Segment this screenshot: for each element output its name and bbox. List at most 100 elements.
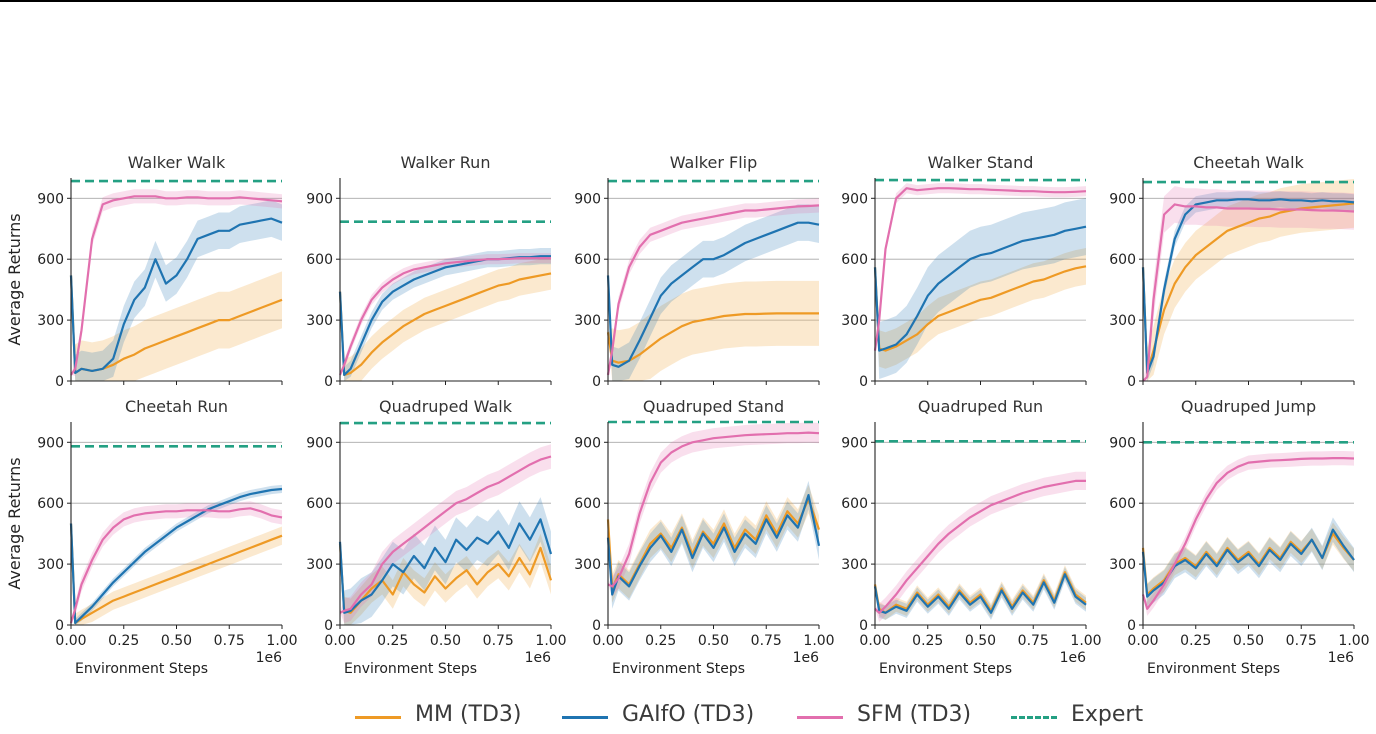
top-rule (0, 0, 1376, 2)
x-tick-label: 0.25 (645, 633, 676, 649)
legend: MM (TD3) GAIfO (TD3) SFM (TD3) Expert (0, 700, 1376, 734)
x-tick-label: 1.00 (1070, 633, 1101, 649)
y-tick-label: 0 (55, 618, 64, 634)
subplot-0: 0 300 600 900 Walker Walk Average Returns (5, 153, 283, 390)
legend-label-mm: MM (TD3) (415, 702, 522, 727)
y-tick-label: 900 (841, 435, 868, 451)
y-tick-label: 900 (306, 435, 333, 451)
x-tick-label: 0.50 (161, 633, 192, 649)
y-tick-label: 900 (1109, 435, 1136, 451)
x-tick-label: 0.75 (483, 633, 514, 649)
y-tick-label: 0 (1127, 618, 1136, 634)
x-tick-label: 0.25 (108, 633, 139, 649)
x-tick-label: 0.75 (214, 633, 245, 649)
subplot-title: Quadruped Run (918, 397, 1043, 416)
y-tick-label: 900 (841, 191, 868, 207)
band-mm (340, 257, 551, 381)
band-mm (1143, 179, 1354, 381)
band-mm (340, 533, 551, 625)
y-tick-label: 300 (306, 313, 333, 329)
band-mm (875, 248, 1086, 369)
y-tick-label: 300 (574, 557, 601, 573)
y-tick-label: 900 (306, 191, 333, 207)
x-tick-label: 0.75 (1286, 633, 1317, 649)
line-mm (1141, 202, 1355, 374)
x-tick-label: 0.75 (1018, 633, 1049, 649)
subplot-2: 0 300 600 900 Walker Flip (574, 153, 820, 390)
line-sfm (70, 195, 283, 376)
legend-swatch-mm (355, 716, 401, 719)
y-tick-label: 600 (306, 252, 333, 268)
x-axis-label: Environment Steps (612, 661, 745, 677)
subplot-3: 0 300 600 900 Walker Stand (841, 153, 1087, 390)
subplot-9: 0 300 600 900 0.00 0.25 0.50 0.75 1.00 Quadruped … (1109, 397, 1369, 677)
line-sfm (607, 431, 820, 588)
x-tick-label: 0.50 (430, 633, 461, 649)
y-tick-label: 900 (37, 191, 64, 207)
x-tick-label: 0.50 (965, 633, 996, 649)
y-tick-label: 600 (574, 496, 601, 512)
y-tick-label: 600 (1109, 496, 1136, 512)
x-tick-label: 0.25 (377, 633, 408, 649)
x-tick-label: 1.00 (803, 633, 834, 649)
legend-label-sfm: SFM (TD3) (857, 702, 972, 727)
x-scale-label: 1e6 (256, 650, 283, 666)
subplot-title: Cheetah Walk (1193, 153, 1304, 172)
line-sfm (873, 187, 1087, 351)
subplot-8: 0 300 600 900 0.00 0.25 0.50 0.75 1.00 Quadruped … (841, 397, 1101, 677)
y-tick-label: 300 (37, 557, 64, 573)
line-sfm (69, 507, 283, 624)
y-axis-label: Average Returns (5, 457, 24, 589)
band-mm (71, 523, 282, 625)
line-gaifo (338, 518, 553, 614)
subplot-title: Walker Stand (928, 153, 1034, 172)
subplot-6: 0 300 600 900 0.00 0.25 0.50 0.75 1.00 Quadruped … (306, 397, 566, 677)
subplot-title: Quadruped Walk (379, 397, 513, 416)
x-scale-label: 1e6 (1328, 650, 1355, 666)
line-sfm (874, 479, 1086, 614)
y-tick-label: 900 (574, 191, 601, 207)
x-axis-label: Environment Steps (1147, 661, 1280, 677)
line-mm (69, 523, 283, 625)
subplot-7: 0 300 600 900 0.00 0.25 0.50 0.75 1.00 Quadruped … (574, 397, 834, 677)
band-gaifo (875, 198, 1086, 379)
x-scale-label: 1e6 (793, 650, 820, 666)
line-sfm (1141, 457, 1355, 610)
subplot-5: 0 300 600 900 0.00 0.25 0.50 0.75 1.00 Cheetah Ru… (5, 397, 298, 677)
x-scale-label: 1e6 (525, 650, 552, 666)
line-gaifo (606, 494, 821, 596)
line-mm (338, 543, 553, 614)
x-tick-label: 1.00 (1338, 633, 1369, 649)
x-tick-label: 0.25 (912, 633, 943, 649)
x-tick-label: 0.00 (324, 633, 355, 649)
y-tick-label: 600 (37, 496, 64, 512)
legend-swatch-gaifo (562, 716, 608, 719)
legend-swatch-sfm (797, 716, 843, 719)
line-gaifo (1141, 198, 1355, 374)
line-sfm (339, 455, 552, 614)
x-axis-label: Environment Steps (344, 661, 477, 677)
y-tick-label: 300 (1109, 313, 1136, 329)
band-sfm (340, 444, 551, 623)
figure-canvas: 0 300 600 900 Walker Walk Average Returns 0 300… (5, 153, 1370, 677)
band-gaifo (340, 248, 551, 381)
x-tick-label: 1.00 (535, 633, 566, 649)
x-scale-label: 1e6 (1060, 650, 1087, 666)
y-axis-label: Average Returns (5, 213, 24, 345)
subplot-title: Quadruped Stand (643, 397, 784, 416)
x-tick-label: 1.00 (266, 633, 297, 649)
band-gaifo (71, 200, 282, 381)
y-tick-label: 600 (306, 496, 333, 512)
y-tick-label: 600 (841, 252, 868, 268)
x-tick-label: 0.50 (1233, 633, 1264, 649)
y-tick-label: 900 (37, 435, 64, 451)
x-tick-label: 0.75 (751, 633, 782, 649)
band-mm (608, 280, 819, 381)
band-sfm (71, 501, 282, 623)
line-gaifo (873, 225, 1087, 352)
line-sfm (1142, 203, 1355, 382)
subplot-4: 0 300 600 900 Cheetah Walk (1109, 153, 1355, 390)
y-tick-label: 0 (859, 618, 868, 634)
x-axis-label: Environment Steps (879, 661, 1012, 677)
x-axis-label: Environment Steps (75, 661, 208, 677)
